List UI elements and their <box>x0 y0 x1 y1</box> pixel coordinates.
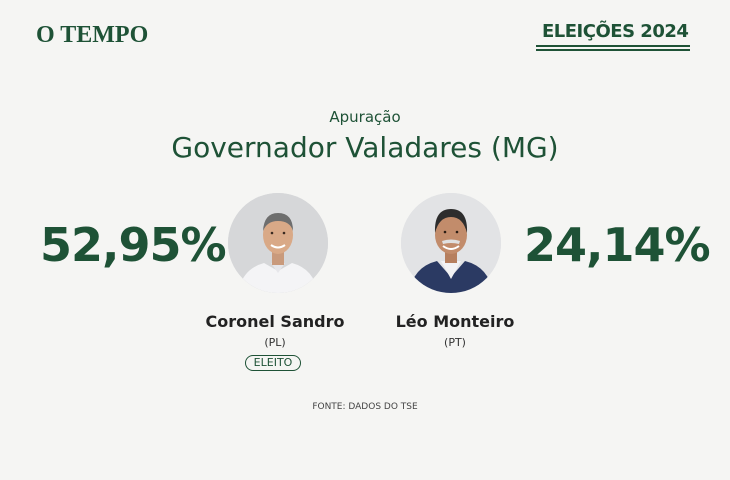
section-subtitle: Apuração <box>329 108 401 126</box>
badge-underline-top <box>536 45 690 47</box>
candidate-1-avatar <box>228 193 328 293</box>
page-title: Governador Valadares (MG) <box>171 131 559 164</box>
candidate-2-percentage: 24,14% <box>524 218 711 272</box>
candidate-1-party: (PL) <box>264 336 286 349</box>
candidate-2-avatar <box>401 193 501 293</box>
candidate-2-party: (PT) <box>444 336 466 349</box>
elected-badge: ELEITO <box>245 355 301 371</box>
candidate-1-name: Coronel Sandro <box>205 312 345 331</box>
badge-underline-bottom <box>536 49 690 51</box>
data-source: FONTE: DADOS DO TSE <box>312 402 418 412</box>
elections-2024-badge: ELEIÇÕES 2024 <box>536 20 692 54</box>
badge-text: ELEIÇÕES 2024 <box>542 21 689 42</box>
candidate-2-name: Léo Monteiro <box>395 312 515 331</box>
candidate-1-percentage: 52,95% <box>40 218 227 272</box>
o-tempo-logo[interactable]: O TEMPO <box>36 22 149 48</box>
